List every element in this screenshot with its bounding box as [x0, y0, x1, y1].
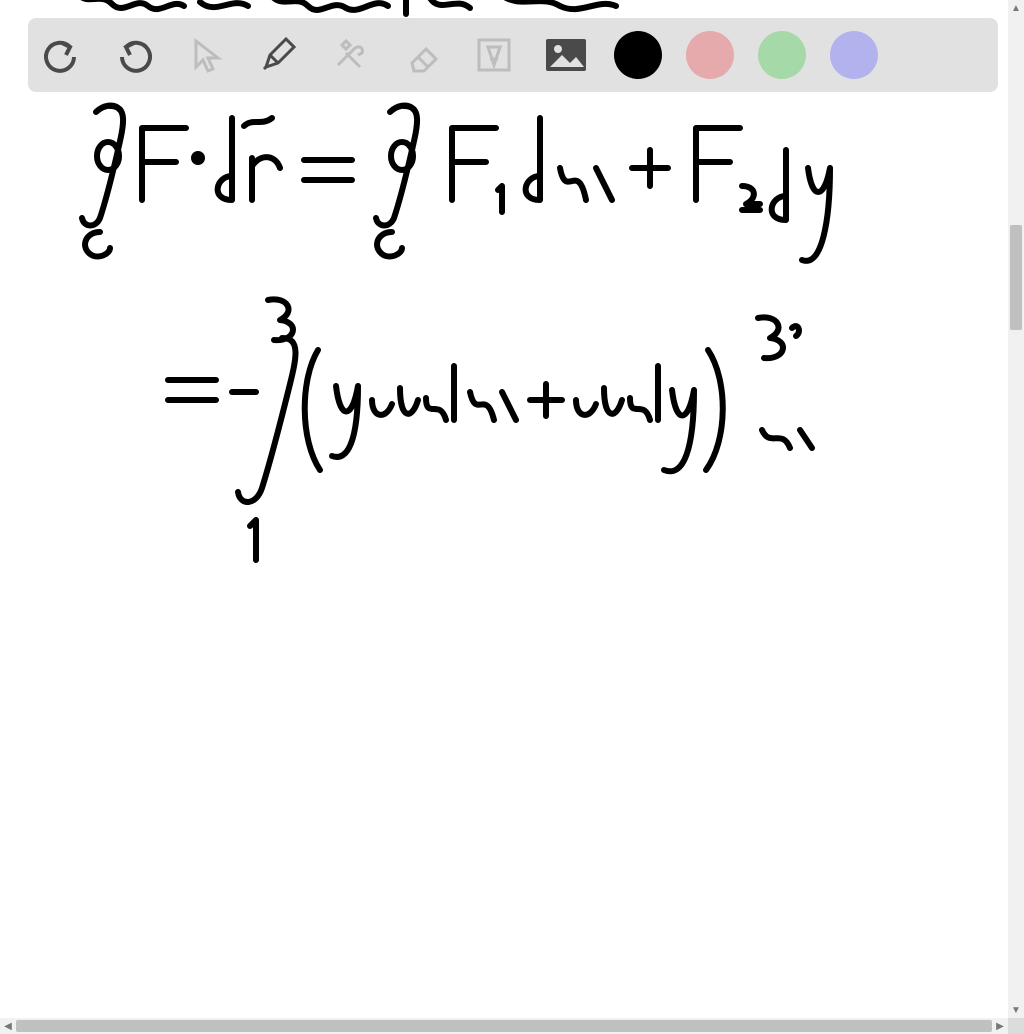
- whiteboard-viewport: ▲ ▼ ◀ ▶: [0, 0, 1024, 1034]
- undo-icon: [42, 35, 82, 75]
- color-black[interactable]: [614, 31, 662, 79]
- redo-button[interactable]: [110, 31, 158, 79]
- color-pink[interactable]: [686, 31, 734, 79]
- vertical-scroll-thumb[interactable]: [1010, 225, 1022, 330]
- cursor-icon: [186, 35, 226, 75]
- color-purple[interactable]: [830, 31, 878, 79]
- vertical-scrollbar[interactable]: ▲ ▼: [1008, 0, 1024, 1018]
- tools-button[interactable]: [326, 31, 374, 79]
- scroll-left-arrow[interactable]: ◀: [0, 1018, 16, 1034]
- scroll-up-arrow[interactable]: ▲: [1008, 0, 1024, 16]
- eraser-button[interactable]: [398, 31, 446, 79]
- image-icon: [544, 37, 588, 73]
- pencil-icon: [258, 35, 298, 75]
- tools-icon: [330, 35, 370, 75]
- text-button[interactable]: [470, 31, 518, 79]
- undo-button[interactable]: [38, 31, 86, 79]
- scroll-down-arrow[interactable]: ▼: [1008, 1002, 1024, 1018]
- pencil-button[interactable]: [254, 31, 302, 79]
- drawing-toolbar: [28, 18, 998, 92]
- scroll-right-arrow[interactable]: ▶: [992, 1018, 1008, 1034]
- image-button[interactable]: [542, 31, 590, 79]
- redo-icon: [114, 35, 154, 75]
- cursor-button[interactable]: [182, 31, 230, 79]
- color-green[interactable]: [758, 31, 806, 79]
- ink-layer: [0, 0, 1008, 1018]
- horizontal-scrollbar[interactable]: ◀ ▶: [0, 1018, 1008, 1034]
- scroll-corner: [1008, 1018, 1024, 1034]
- eraser-icon: [402, 35, 442, 75]
- horizontal-scroll-thumb[interactable]: [16, 1020, 992, 1032]
- text-icon: [474, 35, 514, 75]
